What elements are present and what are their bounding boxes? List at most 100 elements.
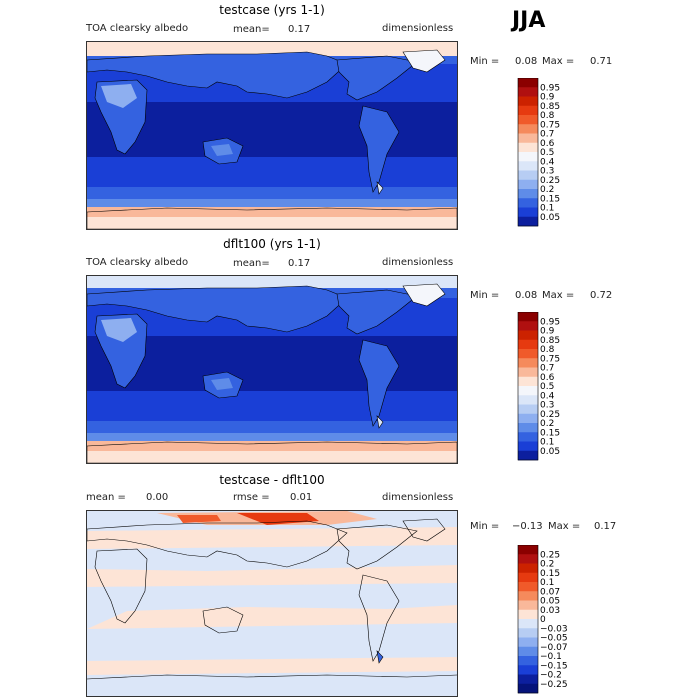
- colorbar-tick-label: 0.1: [540, 438, 554, 448]
- colorbar-tick-label: 0.25: [540, 550, 560, 560]
- colorbar-swatch: [518, 545, 538, 555]
- panel3-units: dimensionless: [382, 492, 454, 503]
- colorbar-tick-label: 0.7: [540, 364, 554, 374]
- colorbar-tick-label: 0.8: [540, 345, 555, 355]
- colorbar-tick-label: 0.3: [540, 167, 554, 177]
- panel2-min-value: 0.08: [515, 290, 538, 301]
- panel3-map-svg: [87, 511, 457, 696]
- colorbar-swatch: [518, 646, 538, 657]
- colorbar-swatch: [518, 367, 538, 378]
- colorbar-tick-label: 0.95: [540, 83, 560, 93]
- colorbar-frame: [517, 312, 539, 461]
- panel2-min-label: Min =: [470, 290, 500, 301]
- colorbar-tick-label: −0.03: [540, 624, 568, 634]
- colorbar-tick-label: 0.8: [540, 111, 555, 121]
- colorbar-tick-label: 0: [540, 615, 546, 625]
- colorbar-swatch: [518, 628, 538, 638]
- colorbar-swatch: [518, 133, 538, 144]
- colorbar-swatch: [518, 105, 538, 116]
- colorbar-tick-label: 0.25: [540, 176, 560, 186]
- colorbar-swatch: [518, 216, 538, 227]
- colorbar-frame: [517, 545, 539, 694]
- panel2-variable: TOA clearsky albedo: [86, 257, 189, 268]
- panel3-min-value: −0.13: [512, 521, 543, 532]
- panel1-map: [86, 41, 458, 230]
- colorbar-tick-label: 0.5: [540, 148, 554, 158]
- panel1-title: testcase (yrs 1-1): [219, 3, 325, 17]
- panel1-colorbar: 0.950.90.850.80.750.70.60.50.40.30.250.2…: [517, 78, 560, 227]
- colorbar-swatch: [518, 349, 538, 359]
- colorbar-tick-label: 0.85: [540, 102, 560, 112]
- colorbar-swatch: [518, 152, 538, 162]
- colorbar-swatch: [518, 683, 538, 694]
- colorbar-tick-label: 0.7: [540, 130, 554, 140]
- colorbar-tick-label: 0.05: [540, 213, 560, 223]
- colorbar-tick-label: 0.25: [540, 410, 560, 420]
- colorbar-tick-label: −0.07: [540, 643, 568, 653]
- colorbar-frame: [517, 78, 539, 227]
- colorbar-swatch: [518, 423, 538, 433]
- colorbar-swatch: [518, 450, 538, 461]
- panel3-colorbar: 0.250.20.150.10.070.050.030−0.03−0.05−0.…: [517, 545, 568, 694]
- colorbar-tick-label: 0.03: [540, 606, 560, 616]
- panel1-max-label: Max =: [542, 56, 575, 67]
- colorbar-tick-label: 0.9: [540, 93, 555, 103]
- colorbar-tick-label: 0.15: [540, 194, 560, 204]
- colorbar-swatch: [518, 665, 538, 675]
- panel2-units: dimensionless: [382, 257, 454, 268]
- colorbar-swatch: [518, 386, 538, 396]
- colorbar-swatch: [518, 312, 538, 322]
- colorbar-tick-label: 0.05: [540, 447, 560, 457]
- panel1-min-label: Min =: [470, 56, 500, 67]
- colorbar-tick-label: −0.15: [540, 661, 568, 671]
- colorbar-tick-label: 0.2: [540, 419, 554, 429]
- colorbar-tick-label: 0.75: [540, 354, 560, 364]
- panel2-max-value: 0.72: [590, 290, 613, 301]
- colorbar-swatch: [518, 619, 538, 629]
- panel2-title: dflt100 (yrs 1-1): [223, 237, 321, 251]
- panel1-min-value: 0.08: [515, 56, 538, 67]
- colorbar-swatch: [518, 207, 538, 218]
- colorbar-tick-label: 0.15: [540, 428, 560, 438]
- colorbar-swatch: [518, 179, 538, 190]
- panel3-max-value: 0.17: [594, 521, 617, 532]
- colorbar-tick-label: 0.6: [540, 139, 555, 149]
- colorbar-tick-label: −0.05: [540, 634, 568, 644]
- colorbar-swatch: [518, 96, 538, 107]
- colorbar-swatch: [518, 609, 538, 620]
- colorbar-swatch: [518, 321, 538, 331]
- colorbar-swatch: [518, 413, 538, 424]
- panel2-map: [86, 275, 458, 464]
- panel2-colorbar: 0.950.90.850.80.750.70.60.50.40.30.250.2…: [517, 312, 560, 461]
- colorbar-tick-label: 0.07: [540, 587, 560, 597]
- colorbar-swatch: [518, 330, 538, 341]
- colorbar-swatch: [518, 189, 538, 199]
- panel3-min-label: Min =: [470, 521, 500, 532]
- colorbar-tick-label: −0.25: [540, 680, 568, 690]
- panel1-mean-value: 0.17: [288, 24, 311, 35]
- panel2-map-svg: [87, 276, 457, 463]
- colorbar-swatch: [518, 554, 538, 564]
- colorbar-swatch: [518, 404, 538, 415]
- colorbar-swatch: [518, 124, 538, 134]
- panel2-max-label: Max =: [542, 290, 575, 301]
- colorbar-swatch: [518, 637, 538, 648]
- colorbar-swatch: [518, 572, 538, 583]
- colorbar-tick-label: 0.05: [540, 597, 560, 607]
- colorbar-swatch: [518, 115, 538, 125]
- colorbar-swatch: [518, 78, 538, 88]
- colorbar-tick-label: 0.2: [540, 185, 554, 195]
- colorbar-swatch: [518, 600, 538, 611]
- colorbar-tick-label: −0.2: [540, 671, 562, 681]
- colorbar-tick-label: −0.1: [540, 652, 562, 662]
- colorbar-swatch: [518, 563, 538, 574]
- colorbar-tick-label: 0.2: [540, 560, 554, 570]
- panel1-max-value: 0.71: [590, 56, 613, 67]
- panel3-map: [86, 510, 458, 697]
- colorbar-tick-label: 0.9: [540, 327, 555, 337]
- colorbar-tick-label: 0.1: [540, 204, 554, 214]
- colorbar-swatch: [518, 198, 538, 208]
- colorbar-swatch: [518, 142, 538, 153]
- colorbar-swatch: [518, 656, 538, 666]
- colorbar-swatch: [518, 358, 538, 368]
